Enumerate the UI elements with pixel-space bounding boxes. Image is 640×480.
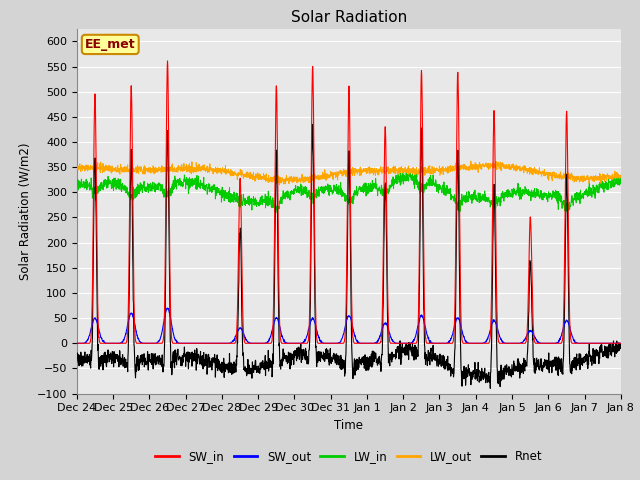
Legend: SW_in, SW_out, LW_in, LW_out, Rnet: SW_in, SW_out, LW_in, LW_out, Rnet: [151, 445, 547, 468]
Y-axis label: Solar Radiation (W/m2): Solar Radiation (W/m2): [18, 143, 31, 280]
Text: EE_met: EE_met: [85, 38, 136, 51]
X-axis label: Time: Time: [334, 419, 364, 432]
Title: Solar Radiation: Solar Radiation: [291, 10, 407, 25]
